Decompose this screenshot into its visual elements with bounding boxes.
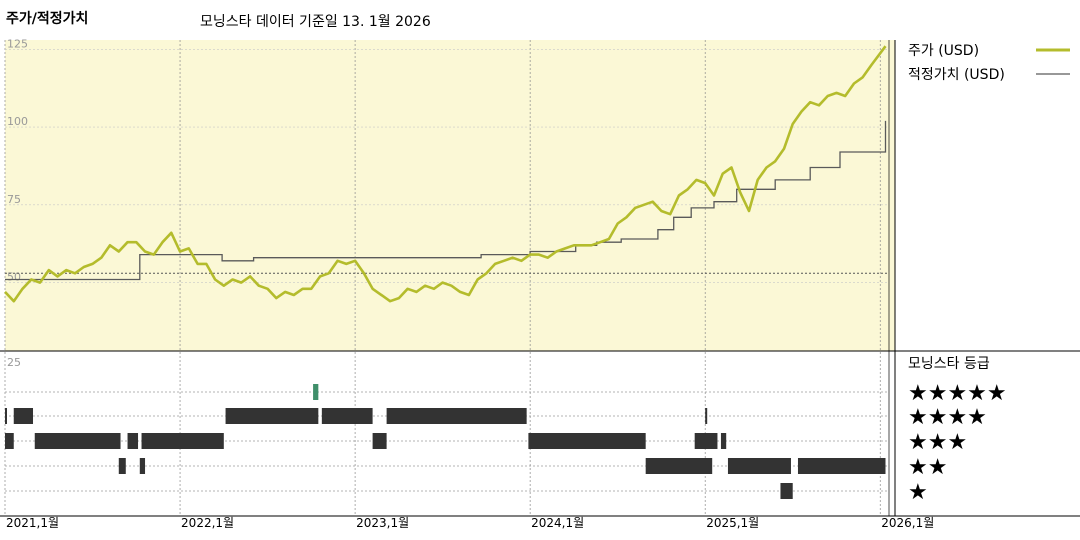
chart-title: 주가/적정가치	[6, 11, 89, 27]
rating-row-label: ★★★★★	[908, 381, 1007, 406]
rating-star-labels: ★★★★★★★★★★★★★★★	[908, 381, 1007, 505]
rating-bar	[528, 433, 646, 449]
rating-bar	[5, 408, 7, 424]
rating-bar	[139, 458, 146, 474]
horizontal-gridlines	[5, 48, 889, 283]
rating-bar	[5, 433, 14, 449]
x-tick-labels: 2021,1월 2022,1월 2023,1월 2024,1월 2025,1월 2026,…	[6, 516, 934, 530]
rating-bar	[225, 408, 319, 424]
x-tick-label: 2021,1월	[6, 516, 59, 530]
rating-bar	[797, 458, 886, 474]
rating-bar	[13, 408, 34, 424]
rating-top-label: 25	[7, 356, 21, 369]
rating-bars	[5, 384, 886, 499]
rating-bar	[321, 408, 373, 424]
x-tick-label: 2024,1월	[531, 516, 584, 530]
rating-bar	[372, 433, 387, 449]
x-tick-label: 2025,1월	[706, 516, 759, 530]
legend-fair-value-label: 적정가치 (USD)	[908, 67, 1005, 83]
rating-bar	[313, 384, 319, 400]
y-tick-labels: 125 100 75 50	[7, 37, 28, 283]
rating-bar	[118, 458, 126, 474]
legend-price-label: 주가 (USD)	[908, 43, 979, 59]
rating-panel-title: 모닝스타 등급	[908, 356, 990, 372]
rating-row-label: ★★★	[908, 430, 967, 455]
rating-bar	[694, 433, 718, 449]
y-tick-label: 50	[7, 271, 21, 284]
rating-bar	[386, 408, 527, 424]
y-tick-label: 100	[7, 115, 28, 128]
rating-bar	[34, 433, 121, 449]
rating-bar	[645, 458, 713, 474]
price-line	[4, 45, 887, 303]
rating-bar	[780, 483, 793, 499]
fair-value-line	[5, 120, 887, 281]
rating-bar	[141, 433, 224, 449]
x-tick-label: 2022,1월	[181, 516, 234, 530]
rating-bar	[127, 433, 139, 449]
rating-bar	[720, 433, 727, 449]
rating-bar	[705, 408, 708, 424]
rating-bar	[727, 458, 791, 474]
x-tick-label: 2023,1월	[356, 516, 409, 530]
y-tick-label: 75	[7, 193, 21, 206]
price-plot-area	[5, 40, 895, 351]
rating-row-label: ★	[908, 480, 928, 505]
data-date-note: 모닝스타 데이터 기준일 13. 1월 2026	[200, 14, 431, 30]
x-tick-label: 2026,1월	[881, 516, 934, 530]
rating-row-label: ★★	[908, 455, 947, 480]
y-tick-label: 125	[7, 37, 28, 50]
rating-row-label: ★★★★	[908, 405, 987, 430]
